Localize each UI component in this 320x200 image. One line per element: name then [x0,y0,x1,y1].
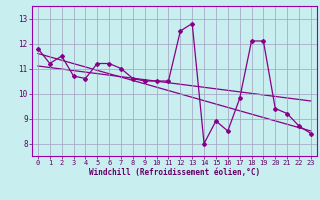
X-axis label: Windchill (Refroidissement éolien,°C): Windchill (Refroidissement éolien,°C) [89,168,260,177]
